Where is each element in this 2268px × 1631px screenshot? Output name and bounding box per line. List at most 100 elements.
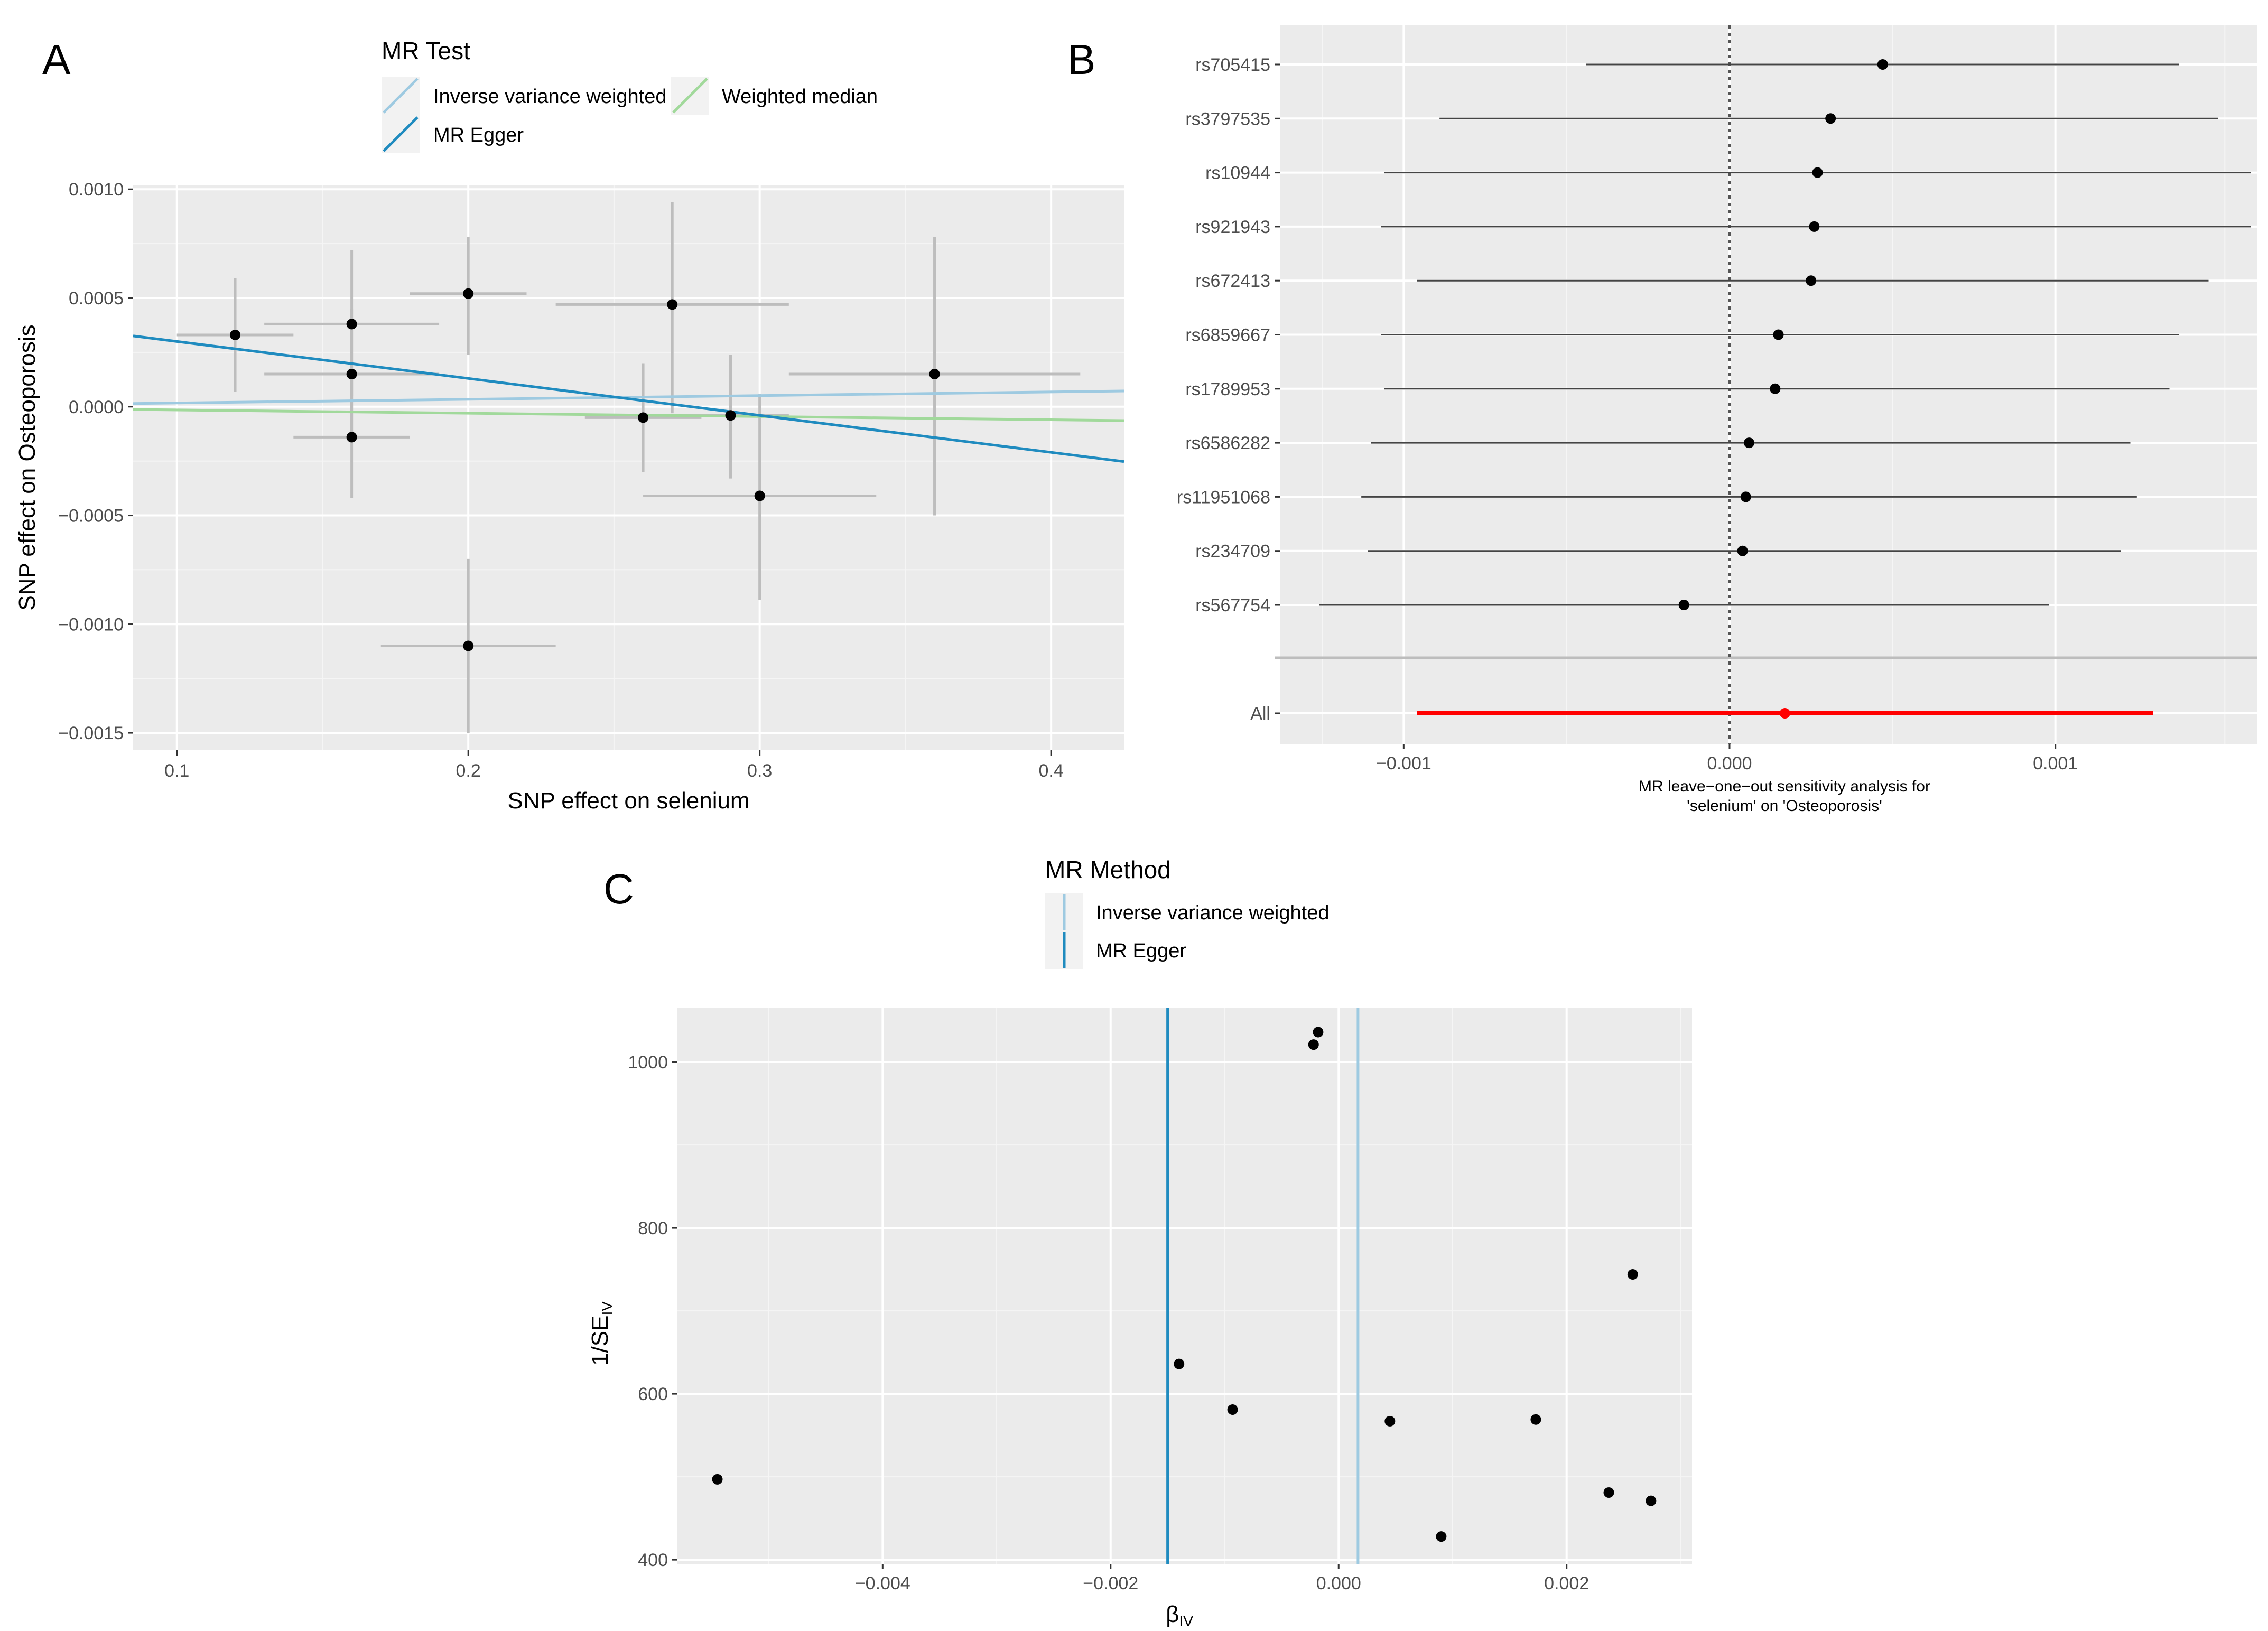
- legend-a-label: Weighted median: [722, 86, 878, 108]
- data-point-a: [463, 288, 474, 299]
- x-axis-title-a: SNP effect on selenium: [507, 788, 749, 814]
- data-point-c: [1627, 1269, 1638, 1280]
- estimate-point-b: [1877, 59, 1888, 70]
- tick-label-a-x: 0.2: [456, 761, 481, 781]
- tick-label-c-x: 0.000: [1316, 1573, 1361, 1593]
- regression-line-mr-egger: [133, 334, 1124, 463]
- tick-label-b-x: 0.000: [1707, 753, 1752, 773]
- plot-b-background: [1280, 25, 2257, 744]
- data-point-a: [346, 369, 357, 380]
- tick-label-c-y: 400: [638, 1550, 668, 1570]
- tick-label-a-y: 0.0000: [69, 397, 124, 417]
- row-label-b: rs1789953: [1185, 379, 1270, 399]
- x-axis-title-c-subscript: IV: [1179, 1613, 1193, 1629]
- estimate-point-b: [1773, 329, 1784, 340]
- legend-a-key-line: [383, 78, 419, 114]
- tick-label-c-x: −0.002: [1083, 1573, 1138, 1593]
- tick-label-c-y: 1000: [628, 1052, 668, 1073]
- tick-label-c-x: −0.004: [855, 1573, 910, 1593]
- data-point-c: [1646, 1495, 1657, 1506]
- tick-label-b-x: −0.001: [1376, 753, 1432, 773]
- legend-a: MR Test Inverse variance weighted Weighted…: [382, 37, 878, 153]
- data-point-c: [1530, 1414, 1541, 1425]
- panel-label-a: A: [42, 36, 71, 83]
- legend-a-label: MR Egger: [433, 124, 524, 146]
- row-label-b: rs705415: [1195, 55, 1270, 75]
- tick-label-b-x: 0.001: [2033, 753, 2078, 773]
- ticks-c: −0.004 −0.002 0.000 0.002 400 600 800 1000: [628, 1052, 1589, 1593]
- data-point-a: [463, 640, 474, 651]
- data-point-c: [1227, 1404, 1238, 1415]
- data-point-c: [1384, 1415, 1396, 1427]
- estimate-point-b: [1770, 383, 1781, 394]
- legend-a-label: Inverse variance weighted: [433, 86, 666, 108]
- legend-c: MR Method Inverse variance weighted MR Egg…: [1045, 856, 1329, 969]
- tick-label-a-y: 0.0010: [69, 180, 124, 200]
- legend-c-label: Inverse variance weighted: [1096, 902, 1329, 924]
- tick-label-a-x: 0.1: [164, 761, 189, 781]
- row-label-b-all: All: [1250, 704, 1270, 724]
- data-point-c: [1436, 1531, 1447, 1542]
- plot-c-background: [677, 1008, 1692, 1564]
- legend-c-label: MR Egger: [1096, 940, 1186, 962]
- legend-a-title: MR Test: [382, 37, 470, 64]
- estimate-point-b: [1812, 167, 1823, 178]
- estimate-point-b: [1740, 491, 1751, 502]
- data-point-c: [712, 1474, 723, 1485]
- row-label-b: rs6859667: [1185, 325, 1270, 346]
- data-point-a: [230, 329, 241, 340]
- row-label-b: rs672413: [1195, 271, 1270, 291]
- x-axis-title-c: βIV: [1166, 1601, 1193, 1629]
- regression-line-weighted-median: [133, 408, 1124, 422]
- estimate-point-b: [1809, 221, 1820, 232]
- tick-label-a-x: 0.4: [1038, 761, 1063, 781]
- x-axis-title-b-line2: 'selenium' on 'Osteoporosis': [1687, 797, 1882, 815]
- tick-label-a-y: −0.0005: [58, 506, 124, 526]
- data-point-a: [929, 369, 940, 380]
- panel-label-c: C: [603, 865, 634, 912]
- row-label-b: rs234709: [1195, 542, 1270, 562]
- tick-label-c-x: 0.002: [1544, 1573, 1589, 1593]
- plot-a-clip-group: [133, 202, 1124, 733]
- data-point-c: [1174, 1358, 1185, 1369]
- tick-label-c-y: 600: [638, 1384, 668, 1404]
- legend-a-key-line: [383, 116, 419, 152]
- tick-label-a-y: −0.0010: [58, 614, 124, 635]
- data-point-c: [1313, 1027, 1324, 1038]
- row-label-b: rs6586282: [1185, 433, 1270, 453]
- estimate-point-b: [1737, 545, 1748, 556]
- estimate-point-b: [1806, 275, 1817, 286]
- data-point-a: [346, 432, 357, 443]
- data-point-a: [754, 490, 765, 501]
- regression-line-inverse-variance-weighted: [133, 389, 1124, 405]
- ticks-b: −0.001 0.000 0.001 rs705415 rs3797535 rs10944…: [1177, 55, 2078, 773]
- estimate-point-b: [1744, 437, 1754, 449]
- data-point-c: [1603, 1487, 1614, 1498]
- tick-label-a-x: 0.3: [747, 761, 772, 781]
- row-label-b: rs3797535: [1185, 109, 1270, 129]
- panel-b: −0.001 0.000 0.001 rs705415 rs3797535 rs10944…: [1177, 25, 2257, 815]
- x-axis-title-b-line1: MR leave−one−out sensitivity analysis fo…: [1639, 778, 1930, 795]
- y-axis-title-c: 1/SEIV: [587, 1301, 615, 1366]
- estimate-point-b-all: [1779, 708, 1790, 719]
- tick-label-a-y: −0.0015: [58, 723, 124, 743]
- estimate-point-b: [1825, 113, 1836, 124]
- data-point-a: [725, 410, 736, 421]
- row-label-b: rs567754: [1195, 595, 1270, 616]
- ticks-a: 0.1 0.2 0.3 0.4 0.0010 0.0005 0.0000 −0.0005 −0.…: [58, 180, 1064, 781]
- grid-c: [677, 1008, 1692, 1564]
- plot-a-background: [133, 185, 1124, 750]
- legend-a-key-line: [672, 78, 708, 114]
- estimate-point-b: [1678, 600, 1689, 610]
- data-point-a: [667, 299, 678, 310]
- tick-label-a-y: 0.0005: [69, 288, 124, 309]
- panel-a: MR Test Inverse variance weighted Weighted…: [14, 37, 1124, 814]
- plot-a-marks: [133, 202, 1124, 733]
- data-point-c: [1308, 1039, 1319, 1050]
- row-label-b: rs921943: [1195, 217, 1270, 237]
- legend-c-title: MR Method: [1045, 856, 1171, 883]
- row-label-b: rs10944: [1205, 163, 1270, 183]
- panel-c: MR Method Inverse variance weighted MR Egg…: [587, 856, 1692, 1629]
- plot-b-marks: [1275, 25, 2257, 744]
